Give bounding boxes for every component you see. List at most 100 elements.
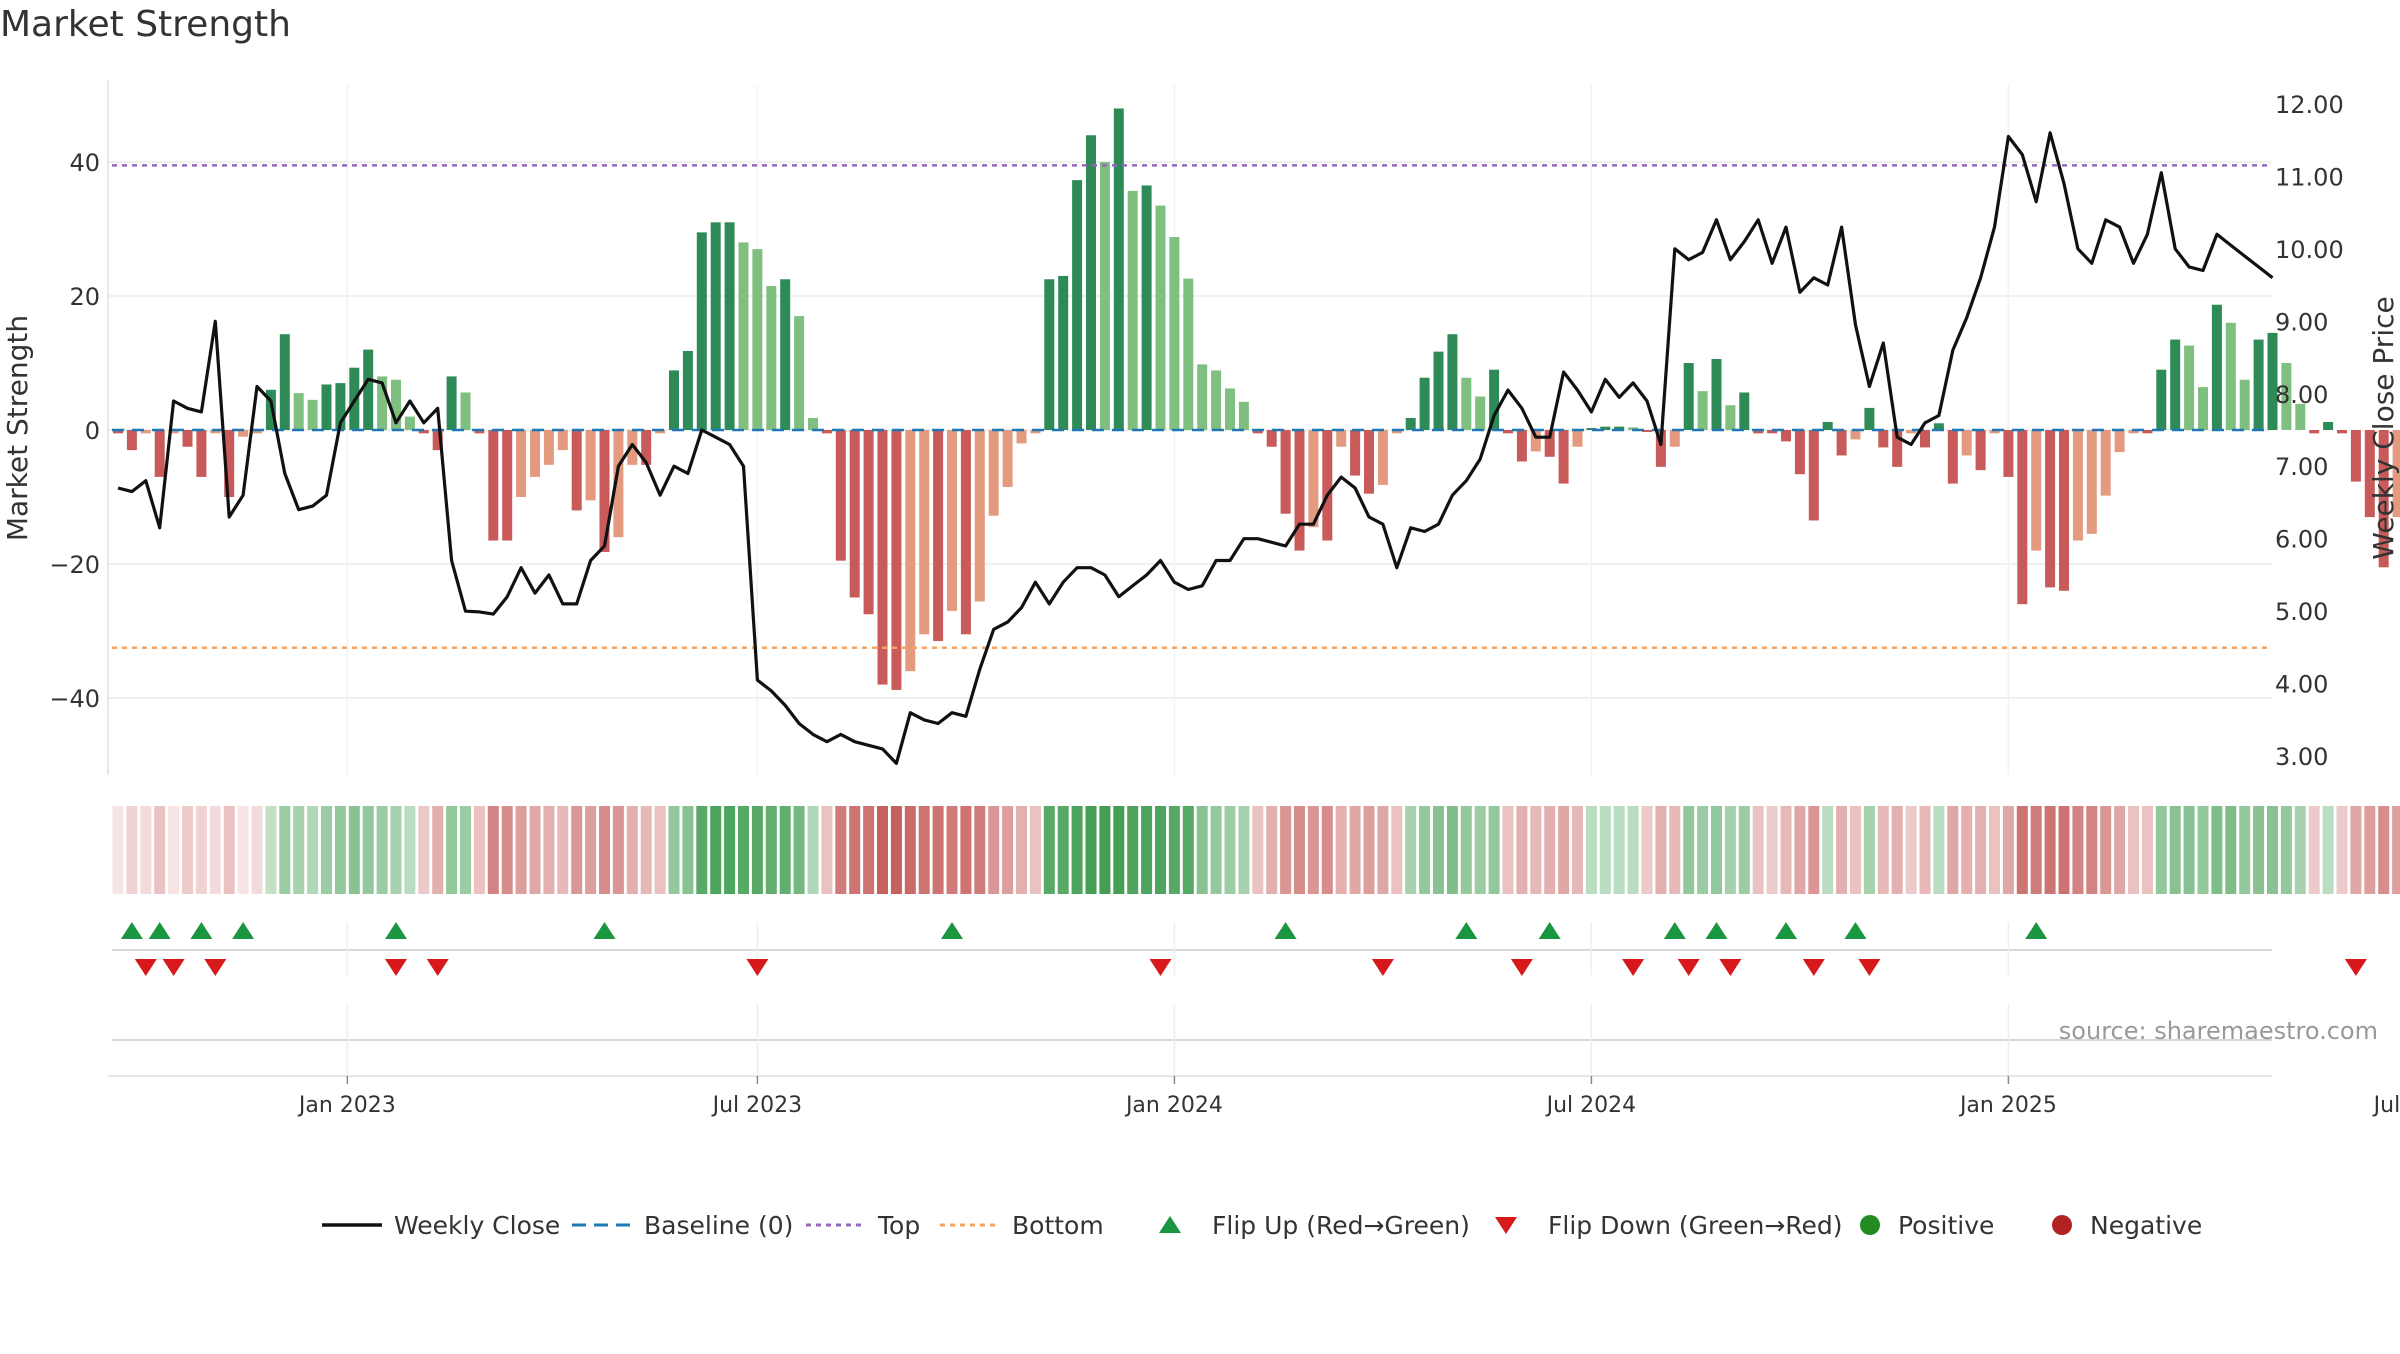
strength-bar [2156, 370, 2166, 430]
strength-bar [1573, 430, 1583, 447]
flip-markers [112, 922, 2400, 1075]
strip-cell [1947, 806, 1958, 894]
strip-cell [1461, 806, 1472, 894]
strength-bar [1920, 430, 1930, 447]
flip-down-marker [163, 959, 185, 976]
strip-cell [1572, 806, 1583, 894]
strength-bar [1712, 359, 1722, 430]
strip-cell [2170, 806, 2181, 894]
strength-bar [2226, 323, 2236, 430]
strength-bar [1795, 430, 1805, 474]
strip-cell [196, 806, 207, 894]
strip-cell [1183, 806, 1194, 894]
strength-bar [1197, 364, 1207, 430]
strip-cell [738, 806, 749, 894]
strip-cell [2114, 806, 2125, 894]
strength-bar [878, 430, 888, 685]
flip-down-marker [204, 959, 226, 976]
legend-swatch [2052, 1215, 2072, 1235]
right-tick-label: 7.00 [2275, 453, 2328, 481]
strip-cell [279, 806, 290, 894]
strength-bar [975, 430, 985, 601]
strip-cell [1280, 806, 1291, 894]
strength-bar [725, 222, 735, 430]
flip-down-marker [1150, 959, 1172, 976]
strip-cell [1016, 806, 1027, 894]
strip-cell [1739, 806, 1750, 894]
strip-cell [168, 806, 179, 894]
legend-item: Positive [1860, 1211, 1994, 1240]
strength-bar [947, 430, 957, 611]
strip-cell [641, 806, 652, 894]
strength-bar [1475, 397, 1485, 430]
legend-label: Negative [2090, 1211, 2202, 1240]
legend-label: Bottom [1012, 1211, 1104, 1240]
strength-bar [2101, 430, 2111, 496]
legend-item: Negative [2052, 1211, 2202, 1240]
strength-bar [1336, 430, 1346, 447]
strip-cell [1336, 806, 1347, 894]
strip-cell [126, 806, 137, 894]
strip-cell [1141, 806, 1152, 894]
strip-cell [2323, 806, 2334, 894]
x-tick-label: Jan 2025 [1958, 1093, 2057, 1118]
legend-item: Flip Up (Red→Green) [1159, 1211, 1470, 1240]
strength-bar [1962, 430, 1972, 455]
strip-cell [710, 806, 721, 894]
strength-bar [1948, 430, 1958, 484]
strength-bar [905, 430, 915, 671]
strip-cell [432, 806, 443, 894]
strength-bar [2031, 430, 2041, 551]
strip-cell [2225, 806, 2236, 894]
strength-bar [155, 430, 165, 477]
strength-bar [1308, 430, 1318, 527]
strength-bar [2337, 430, 2347, 433]
strip-cell [488, 806, 499, 894]
flip-up-marker [941, 922, 963, 939]
strip-cell [1002, 806, 1013, 894]
strip-cell [1878, 806, 1889, 894]
strip-cell [2059, 806, 2070, 894]
right-axis-title: Weekly Close Price [2367, 296, 2400, 559]
legend-label: Flip Down (Green→Red) [1548, 1211, 1843, 1240]
strip-cell [1405, 806, 1416, 894]
left-tick-label: 0 [85, 417, 100, 445]
strip-cell [377, 806, 388, 894]
strength-bar [183, 430, 193, 447]
strip-cell [2128, 806, 2139, 894]
strip-cell [1892, 806, 1903, 894]
strength-bar [196, 430, 206, 477]
strip-cell [2239, 806, 2250, 894]
strip-cell [891, 806, 902, 894]
strip-cell [1030, 806, 1041, 894]
strip-cell [1099, 806, 1110, 894]
strength-bar [669, 370, 679, 430]
strip-cell [1822, 806, 1833, 894]
strip-cell [1252, 806, 1263, 894]
strip-cell [669, 806, 680, 894]
strip-cell [516, 806, 527, 894]
strip-cell [391, 806, 402, 894]
strip-cell [140, 806, 151, 894]
strength-bar [2351, 430, 2361, 482]
flip-up-marker [1664, 922, 1686, 939]
strength-bar [1322, 430, 1332, 541]
strength-bar [2184, 346, 2194, 430]
strength-bar [1420, 378, 1430, 430]
strength-bar [1378, 430, 1388, 485]
strip-cell [1197, 806, 1208, 894]
strip-cell [2156, 806, 2167, 894]
strength-bar [1281, 430, 1291, 514]
strip-cell [1767, 806, 1778, 894]
strip-cell [2142, 806, 2153, 894]
strength-bar [586, 430, 596, 500]
strength-bar [1239, 402, 1249, 430]
legend-item: Top [806, 1211, 920, 1240]
strength-bar [1434, 352, 1444, 430]
strength-bar [1864, 408, 1874, 430]
strength-bar [544, 430, 554, 465]
flip-down-marker [1622, 959, 1644, 976]
